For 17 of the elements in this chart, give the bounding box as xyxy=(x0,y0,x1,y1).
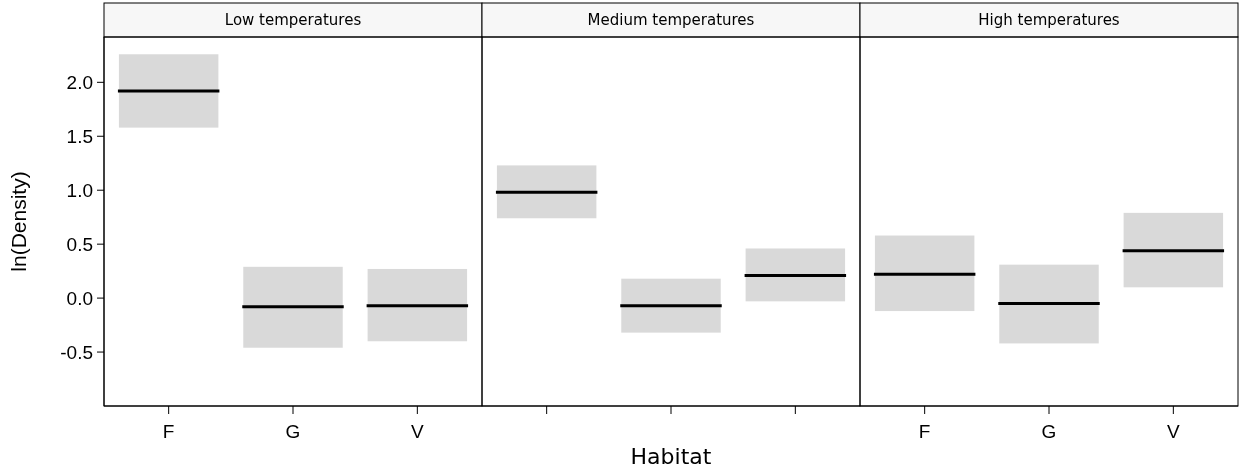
y-tick-label: 2.0 xyxy=(66,71,93,93)
y-tick-label: 1.5 xyxy=(66,125,93,147)
text: Medium temperatures xyxy=(587,11,755,30)
y-tick-label: 0.0 xyxy=(66,287,93,309)
y-tick-label: 1.0 xyxy=(66,179,93,201)
x-axis-title: Habitat xyxy=(630,444,712,469)
text: High temperatures xyxy=(978,11,1120,30)
y-tick-label: -0.5 xyxy=(60,341,93,363)
x-tick-label: F xyxy=(162,421,175,442)
y-tick-label: 0.5 xyxy=(66,233,93,255)
x-tick-label: G xyxy=(285,421,301,442)
x-tick-label: V xyxy=(411,421,424,442)
x-tick-label: V xyxy=(1167,421,1180,442)
x-tick-label: F xyxy=(918,421,931,442)
x-tick-label: G xyxy=(1041,421,1057,442)
y-axis-title: ln(Density) xyxy=(7,171,30,272)
text: Low temperatures xyxy=(224,11,362,30)
